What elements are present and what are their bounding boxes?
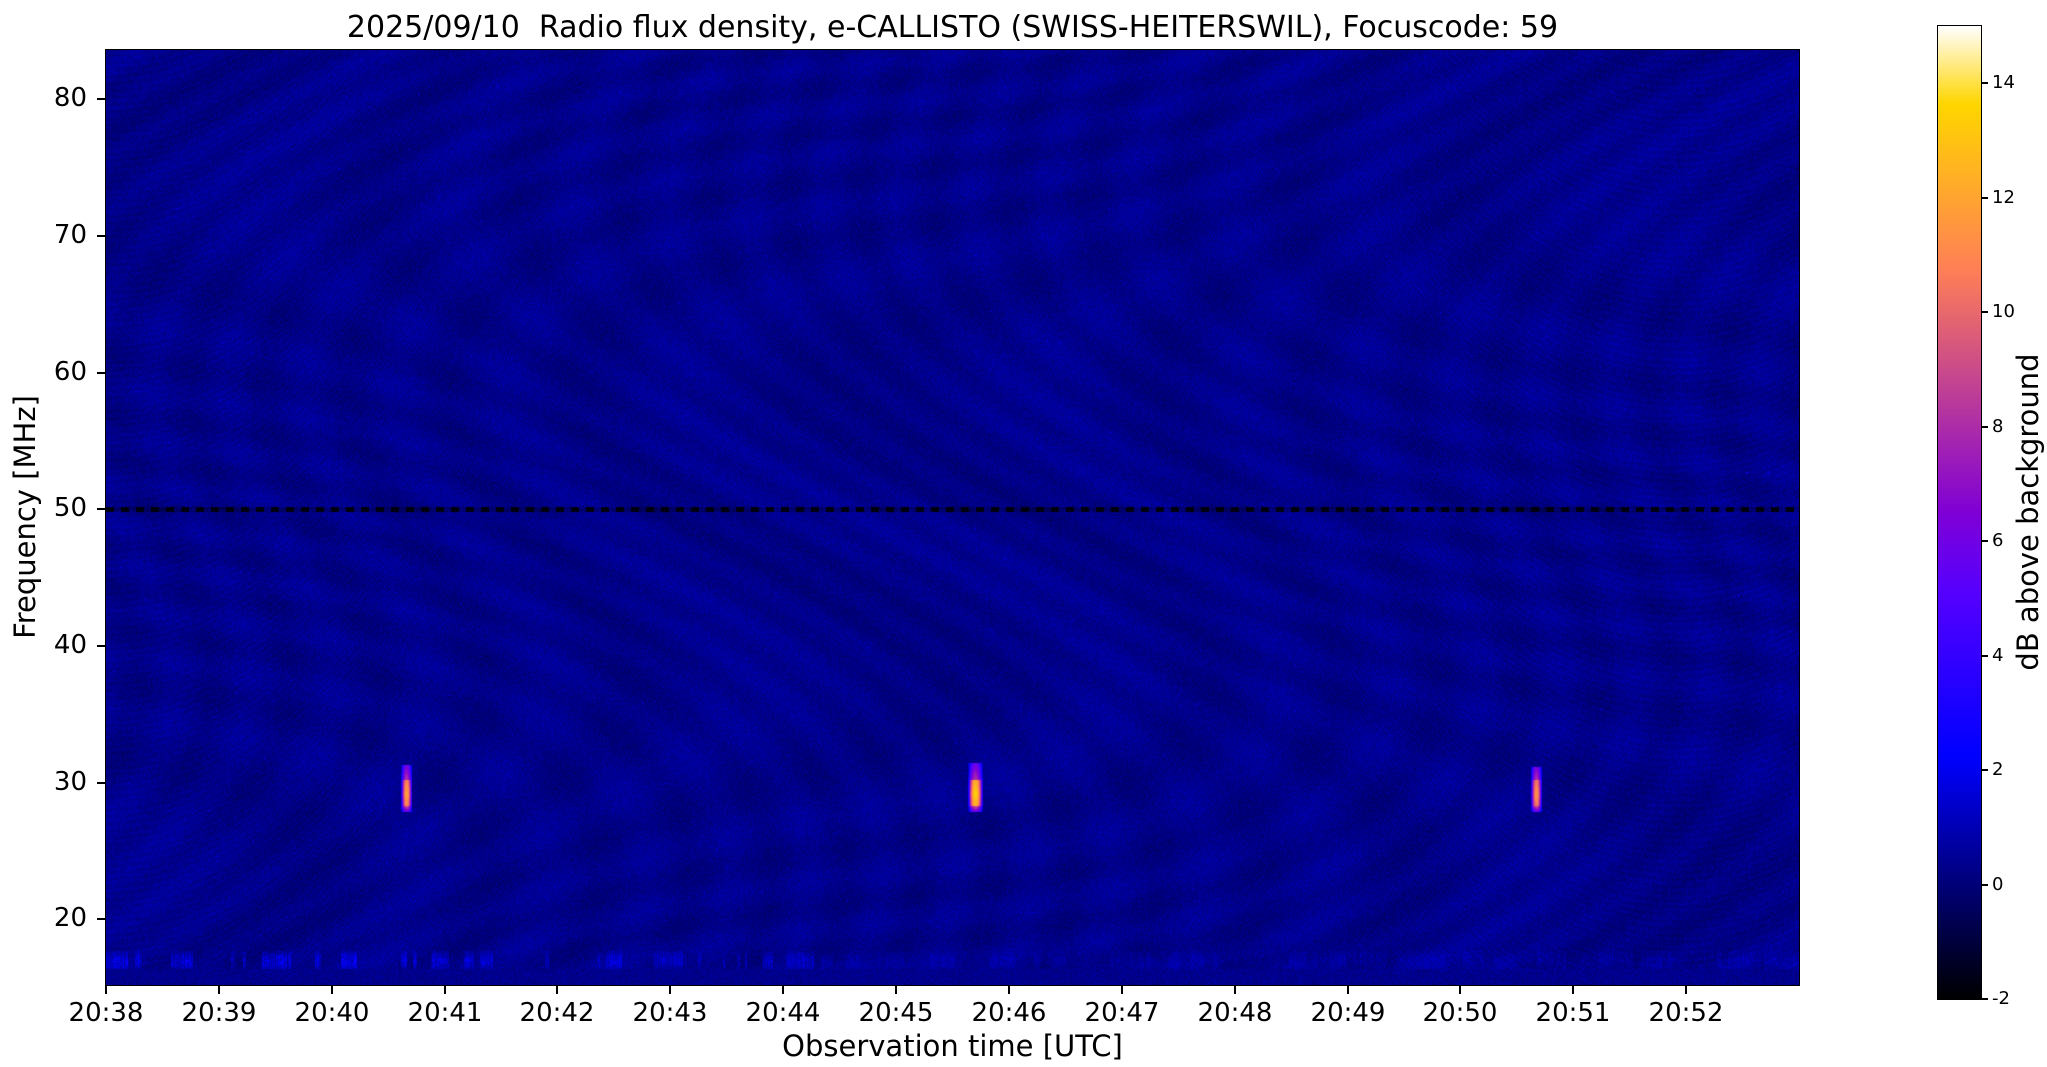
x-tick-label: 20:43 bbox=[632, 998, 708, 1028]
colorbar-tick-label: 2 bbox=[1992, 759, 2004, 780]
x-tick-label: 20:42 bbox=[519, 998, 595, 1028]
colorbar-tick-label: 8 bbox=[1992, 416, 2004, 437]
colorbar-tick-mark bbox=[1982, 426, 1988, 428]
y-tick-label: 30 bbox=[53, 767, 87, 797]
y-tick-mark bbox=[97, 98, 105, 100]
x-tick-mark bbox=[895, 986, 897, 994]
y-tick-mark bbox=[97, 372, 105, 374]
x-tick-mark bbox=[331, 986, 333, 994]
colorbar-tick-mark bbox=[1982, 197, 1988, 199]
colorbar-tick-label: -2 bbox=[1992, 988, 2010, 1009]
colorbar-tick-mark bbox=[1982, 884, 1988, 886]
colorbar-tick-label: 14 bbox=[1992, 72, 2015, 93]
x-tick-mark bbox=[1685, 986, 1687, 994]
x-tick-label: 20:52 bbox=[1648, 998, 1724, 1028]
colorbar bbox=[1938, 26, 1981, 999]
colorbar-tick-label: 0 bbox=[1992, 874, 2004, 895]
spectrogram-heatmap bbox=[106, 50, 1799, 985]
x-tick-label: 20:47 bbox=[1084, 998, 1160, 1028]
y-tick-label: 80 bbox=[53, 83, 87, 113]
x-tick-mark bbox=[669, 986, 671, 994]
x-tick-label: 20:50 bbox=[1422, 998, 1498, 1028]
y-tick-mark bbox=[97, 645, 105, 647]
x-tick-label: 20:48 bbox=[1197, 998, 1273, 1028]
x-tick-label: 20:44 bbox=[745, 998, 821, 1028]
y-tick-mark bbox=[97, 782, 105, 784]
x-tick-mark bbox=[105, 986, 107, 994]
x-tick-mark bbox=[1459, 986, 1461, 994]
x-tick-label: 20:46 bbox=[971, 998, 1047, 1028]
x-tick-mark bbox=[1347, 986, 1349, 994]
x-tick-label: 20:38 bbox=[68, 998, 144, 1028]
colorbar-tick-mark bbox=[1982, 82, 1988, 84]
colorbar-tick-mark bbox=[1982, 311, 1988, 313]
x-tick-mark bbox=[1008, 986, 1010, 994]
x-tick-label: 20:49 bbox=[1310, 998, 1386, 1028]
x-tick-label: 20:45 bbox=[858, 998, 934, 1028]
x-tick-mark bbox=[1572, 986, 1574, 994]
y-tick-mark bbox=[97, 918, 105, 920]
colorbar-tick-label: 6 bbox=[1992, 530, 2004, 551]
y-tick-label: 50 bbox=[53, 493, 87, 523]
colorbar-tick-mark bbox=[1982, 540, 1988, 542]
y-tick-label: 40 bbox=[53, 630, 87, 660]
colorbar-tick-label: 4 bbox=[1992, 645, 2004, 666]
x-tick-mark bbox=[1234, 986, 1236, 994]
y-tick-mark bbox=[97, 508, 105, 510]
x-tick-label: 20:39 bbox=[181, 998, 257, 1028]
colorbar-tick-mark bbox=[1982, 655, 1988, 657]
x-tick-mark bbox=[444, 986, 446, 994]
x-axis-label: Observation time [UTC] bbox=[782, 1029, 1123, 1063]
colorbar-label: dB above background bbox=[2011, 353, 2045, 671]
y-tick-label: 20 bbox=[53, 903, 87, 933]
y-tick-label: 60 bbox=[53, 357, 87, 387]
x-tick-mark bbox=[556, 986, 558, 994]
x-tick-mark bbox=[782, 986, 784, 994]
colorbar-tick-label: 10 bbox=[1992, 301, 2015, 322]
y-tick-label: 70 bbox=[53, 220, 87, 250]
y-tick-mark bbox=[97, 235, 105, 237]
x-tick-mark bbox=[1121, 986, 1123, 994]
x-tick-label: 20:40 bbox=[294, 998, 370, 1028]
x-tick-label: 20:41 bbox=[407, 998, 483, 1028]
colorbar-tick-label: 12 bbox=[1992, 187, 2015, 208]
chart-title: 2025/09/10 Radio flux density, e-CALLIST… bbox=[346, 10, 1559, 45]
colorbar-tick-mark bbox=[1982, 769, 1988, 771]
x-tick-mark bbox=[218, 986, 220, 994]
colorbar-tick-mark bbox=[1982, 998, 1988, 1000]
x-tick-label: 20:51 bbox=[1535, 998, 1611, 1028]
